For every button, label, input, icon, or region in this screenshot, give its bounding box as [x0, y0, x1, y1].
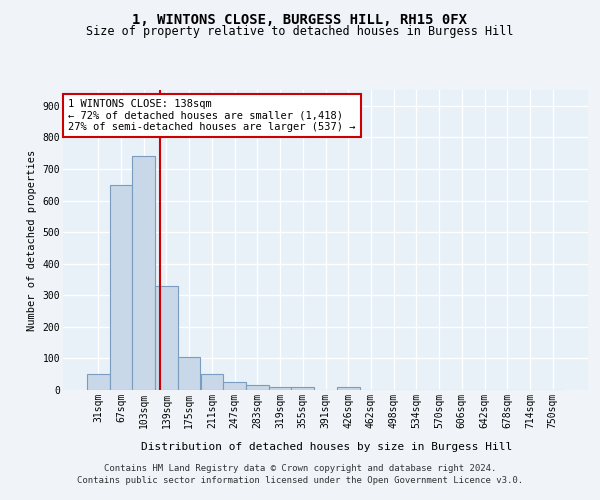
Bar: [155, 286, 178, 390]
Text: Contains HM Land Registry data © Crown copyright and database right 2024.: Contains HM Land Registry data © Crown c…: [104, 464, 496, 473]
Text: Distribution of detached houses by size in Burgess Hill: Distribution of detached houses by size …: [142, 442, 512, 452]
Bar: [110, 184, 133, 390]
Text: Size of property relative to detached houses in Burgess Hill: Size of property relative to detached ho…: [86, 25, 514, 38]
Text: 1 WINTONS CLOSE: 138sqm
← 72% of detached houses are smaller (1,418)
27% of semi: 1 WINTONS CLOSE: 138sqm ← 72% of detache…: [68, 99, 356, 132]
Bar: [292, 388, 314, 390]
Y-axis label: Number of detached properties: Number of detached properties: [27, 150, 37, 330]
Text: 1, WINTONS CLOSE, BURGESS HILL, RH15 0FX: 1, WINTONS CLOSE, BURGESS HILL, RH15 0FX: [133, 12, 467, 26]
Bar: [87, 374, 110, 390]
Bar: [133, 156, 155, 390]
Text: Contains public sector information licensed under the Open Government Licence v3: Contains public sector information licen…: [77, 476, 523, 485]
Bar: [223, 382, 246, 390]
Bar: [337, 387, 359, 390]
Bar: [269, 387, 292, 390]
Bar: [246, 386, 269, 390]
Bar: [178, 357, 200, 390]
Bar: [200, 374, 223, 390]
